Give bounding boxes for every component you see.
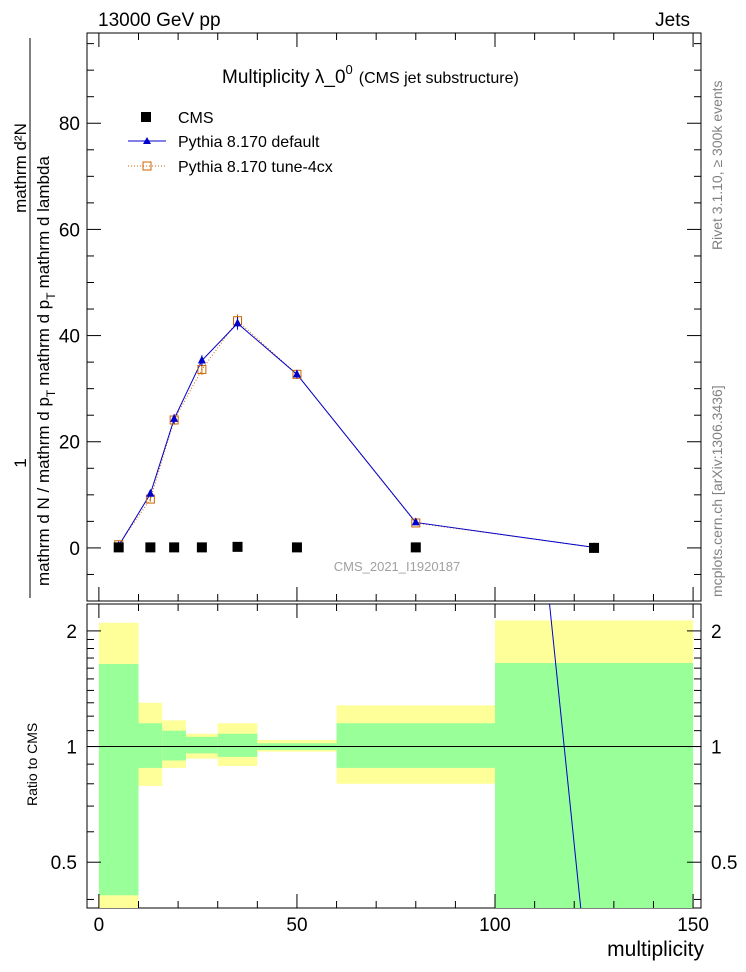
legend-label-cms: CMS xyxy=(178,110,214,127)
header-left: 13000 GeV pp xyxy=(98,10,221,31)
x-tick-label: 100 xyxy=(479,915,511,936)
y-tick-label: 20 xyxy=(59,433,80,454)
x-tick-label: 0 xyxy=(94,915,105,936)
ratio-band-inner xyxy=(336,723,496,768)
ratio-band-inner xyxy=(495,663,694,908)
chart-title: Multiplicity λ_00(CMS jet substructure) xyxy=(222,62,519,88)
series-line-tune xyxy=(118,319,595,548)
analysis-watermark: CMS_2021_I1920187 xyxy=(334,559,461,574)
series-line-default xyxy=(118,322,595,548)
default-point xyxy=(411,517,420,526)
cms-point xyxy=(169,542,180,553)
cms-point xyxy=(291,542,302,553)
default-point xyxy=(146,488,155,497)
y-tick-label: 40 xyxy=(59,327,80,348)
legend-marker-cms xyxy=(141,112,151,122)
cms-point xyxy=(589,542,600,553)
ratio-y-tick-label-right: 2 xyxy=(711,622,722,643)
ratio-bands xyxy=(87,620,701,908)
cms-point xyxy=(145,542,156,553)
ratio-band-inner xyxy=(162,730,187,761)
ratio-band-inner xyxy=(98,664,139,896)
legend-marker-default xyxy=(143,137,151,144)
ratio-axes: 0.5 0.5 1 1 2 2 0 50 100 150 xyxy=(51,604,737,936)
y-label-denominator: mathrm d N / mathrm d pTmathrm d pTmathr… xyxy=(34,156,58,586)
main-y-label: 1 mathrm d²N mathrm d N / mathrm d pTmat… xyxy=(11,38,58,598)
cms-point xyxy=(196,542,207,553)
legend-label-tune: Pythia 8.170 tune-4cx xyxy=(178,159,333,176)
default-point xyxy=(170,413,179,422)
legend-label-default: Pythia 8.170 default xyxy=(178,134,320,151)
x-tick-label: 50 xyxy=(286,915,307,936)
y-tick-label: 80 xyxy=(59,114,80,135)
ratio-plot-frame xyxy=(86,603,702,909)
main-axes: 0 20 40 60 80 xyxy=(59,33,701,602)
header-right: Jets xyxy=(655,10,690,31)
y-label-numerator: 1 xyxy=(11,458,30,467)
cms-point xyxy=(113,542,124,553)
ratio-series xyxy=(549,603,582,909)
ratio-y-tick-label-right: 1 xyxy=(711,738,722,759)
default-point xyxy=(197,355,206,364)
y-tick-label: 0 xyxy=(69,539,80,560)
legend: CMS Pythia 8.170 default Pythia 8.170 tu… xyxy=(128,110,333,176)
ratio-y-tick-label: 2 xyxy=(66,622,77,643)
default-point xyxy=(233,318,242,327)
mcplots-label: mcplots.cern.ch [arXiv:1306.3436] xyxy=(709,385,725,597)
main-series xyxy=(113,314,600,553)
ratio-band-inner xyxy=(138,723,163,768)
ratio-y-tick-label: 0.5 xyxy=(51,853,77,874)
ratio-band-inner xyxy=(217,733,258,757)
default-point xyxy=(292,369,301,378)
x-tick-label: 150 xyxy=(677,915,709,936)
rivet-label: Rivet 3.1.10, ≥ 300k events xyxy=(709,80,725,250)
ratio-y-label: Ratio to CMS xyxy=(24,723,40,806)
cms-point xyxy=(410,542,421,553)
ratio-y-tick-label-right: 0.5 xyxy=(711,853,737,874)
main-plot-frame xyxy=(86,32,702,602)
y-tick-label: 60 xyxy=(59,220,80,241)
ratio-line-default xyxy=(549,603,582,909)
ratio-band-inner xyxy=(186,736,218,754)
cms-point xyxy=(232,541,243,552)
x-axis-label: multiplicity xyxy=(607,938,704,961)
ratio-y-tick-label: 1 xyxy=(66,738,77,759)
y-label-numerator-right: mathrm d²N xyxy=(11,123,30,213)
legend-marker-tune xyxy=(142,161,152,171)
